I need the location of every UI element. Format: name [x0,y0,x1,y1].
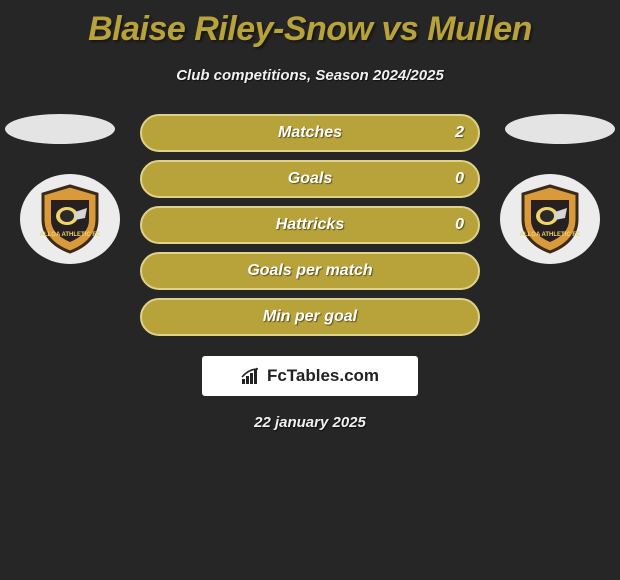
bar-chart-icon [241,367,263,385]
club-badge-right: ALLOA ATHLETIC FC [500,174,600,264]
stat-row: Min per goal [140,298,480,336]
comparison-container: ALLOA ATHLETIC FC ALLOA ATHLETIC FC Matc… [0,114,620,431]
stat-label: Hattricks [276,216,344,234]
stat-value-right: 2 [455,124,464,142]
player-photo-left [5,114,115,144]
stat-row: Hattricks 0 [140,206,480,244]
stat-row: Goals per match [140,252,480,290]
svg-text:ALLOA ATHLETIC FC: ALLOA ATHLETIC FC [520,232,581,238]
shield-icon: ALLOA ATHLETIC FC [39,184,101,254]
stat-label: Goals [288,170,332,188]
stat-label: Min per goal [263,308,357,326]
page-title: Blaise Riley-Snow vs Mullen [0,0,620,49]
watermark: FcTables.com [202,356,418,396]
stat-value-right: 0 [455,170,464,188]
stat-label: Matches [278,124,342,142]
shield-icon: ALLOA ATHLETIC FC [519,184,581,254]
subtitle: Club competitions, Season 2024/2025 [0,67,620,84]
stat-row: Matches 2 [140,114,480,152]
stat-value-right: 0 [455,216,464,234]
stat-label: Goals per match [247,262,372,280]
player-photo-right [505,114,615,144]
svg-text:ALLOA ATHLETIC FC: ALLOA ATHLETIC FC [40,232,101,238]
watermark-label: FcTables.com [267,366,379,386]
date-label: 22 january 2025 [0,414,620,431]
club-badge-left: ALLOA ATHLETIC FC [20,174,120,264]
stats-list: Matches 2 Goals 0 Hattricks 0 Goals per … [140,114,480,336]
stat-row: Goals 0 [140,160,480,198]
